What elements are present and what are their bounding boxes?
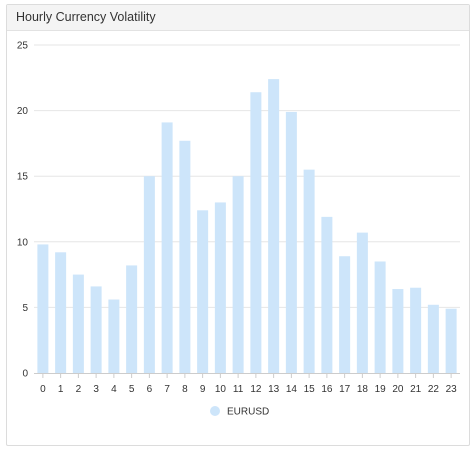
bar-17[interactable] [339,256,351,373]
x-tick-label: 4 [111,384,117,395]
bar-8[interactable] [179,140,191,373]
bar-19[interactable] [374,261,386,373]
legend[interactable]: EURUSD [210,406,269,418]
x-tick-label: 22 [428,384,440,395]
x-tick-label: 15 [304,384,316,395]
bar-5[interactable] [126,265,138,373]
y-tick-label: 5 [22,303,28,314]
bar-16[interactable] [321,216,333,373]
x-tick-label: 5 [129,384,135,395]
y-tick-label: 0 [22,369,28,380]
bar-7[interactable] [161,122,173,374]
x-tick-label: 0 [40,384,46,395]
x-tick-label: 19 [375,384,387,395]
widget-title: Hourly Currency Volatility [16,10,156,24]
x-tick-label: 16 [321,384,333,395]
x-tick-label: 6 [147,384,153,395]
legend-marker[interactable] [210,406,220,416]
x-tick-label: 23 [446,384,458,395]
bar-4[interactable] [108,299,120,373]
bar-3[interactable] [90,286,102,373]
bars [37,79,457,374]
x-axis-ticks: 0 1 2 3 4 5 6 7 8 9 10 11 12 13 14 15 16 17 18 19 20 21 22 23 [40,374,457,395]
bar-6[interactable] [143,176,155,373]
bar-11[interactable] [232,176,244,373]
x-tick-label: 12 [250,384,262,395]
x-tick-label: 10 [215,384,227,395]
bar-13[interactable] [268,79,280,373]
y-tick-label: 10 [17,237,29,248]
y-tick-label: 20 [17,106,29,117]
x-tick-label: 8 [182,384,188,395]
bar-18[interactable] [356,232,368,373]
widget-header: Hourly Currency Volatility [7,5,469,31]
bar-2[interactable] [72,274,84,373]
bar-15[interactable] [303,169,315,373]
bar-14[interactable] [285,111,297,374]
bar-9[interactable] [197,210,209,373]
x-tick-label: 20 [392,384,404,395]
bar-0[interactable] [37,244,49,373]
bar-12[interactable] [250,92,262,374]
y-axis-ticks: 0 5 10 15 20 25 [17,41,29,380]
x-tick-label: 14 [286,384,298,395]
x-tick-label: 7 [164,384,170,395]
bar-20[interactable] [392,289,404,373]
x-tick-label: 18 [357,384,369,395]
x-tick-label: 2 [76,384,82,395]
legend-label[interactable]: EURUSD [227,407,269,418]
x-tick-label: 11 [233,384,244,395]
y-tick-label: 25 [17,41,29,52]
x-tick-label: 9 [200,384,206,395]
gridlines [34,44,460,308]
x-tick-label: 17 [339,384,351,395]
bar-23[interactable] [445,308,457,373]
x-tick-label: 3 [93,384,99,395]
x-tick-label: 21 [410,384,422,395]
x-tick-label: 13 [268,384,280,395]
x-tick-label: 1 [58,384,64,395]
bar-10[interactable] [214,202,226,373]
bar-21[interactable] [410,287,422,373]
bar-22[interactable] [427,304,439,373]
bar-1[interactable] [55,252,67,373]
y-tick-label: 15 [17,172,29,183]
